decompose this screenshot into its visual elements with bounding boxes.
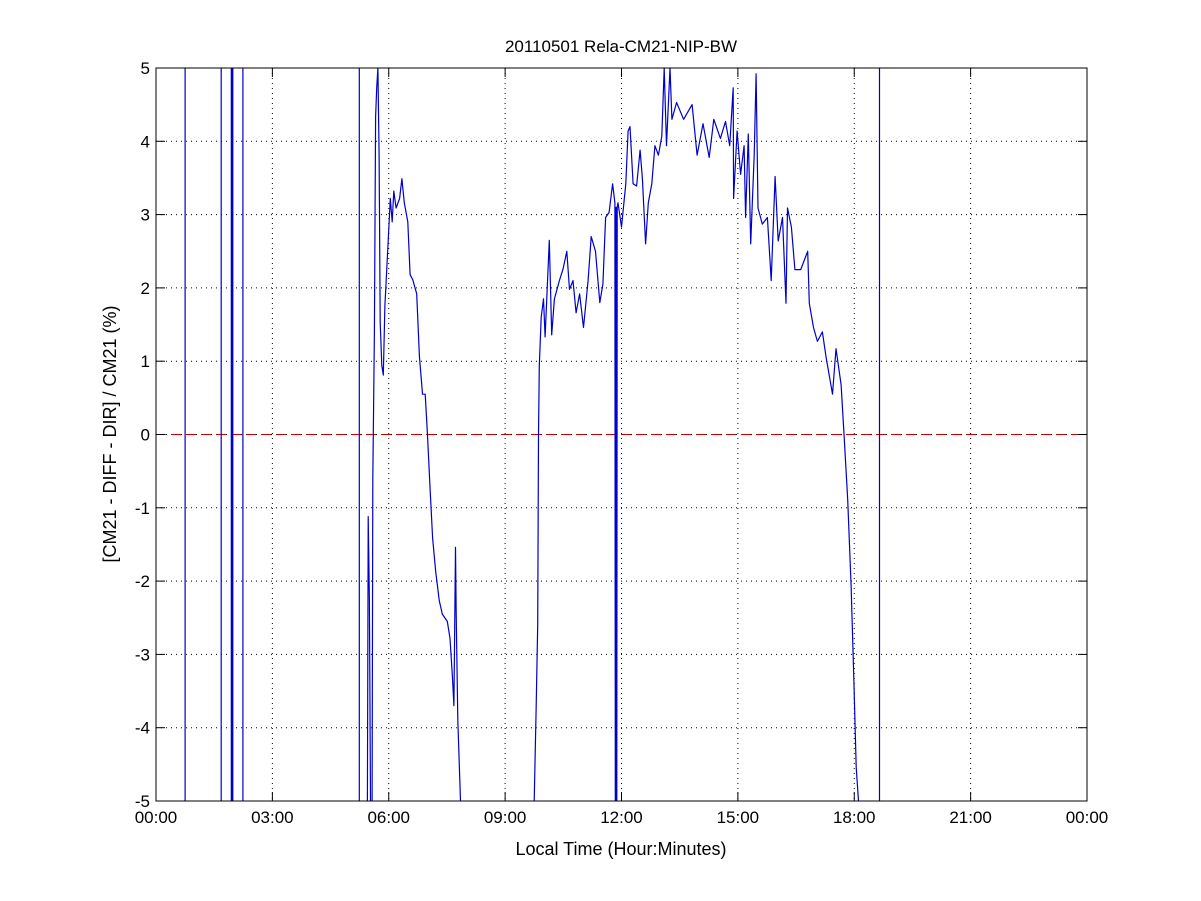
y-tick-label: -3: [135, 645, 150, 664]
y-tick-label: -2: [135, 572, 150, 591]
y-tick-label: 5: [141, 59, 150, 78]
y-tick-label: -4: [135, 719, 150, 738]
y-tick-label: 2: [141, 279, 150, 298]
y-tick-label: 4: [141, 132, 150, 151]
y-tick-label: 3: [141, 206, 150, 225]
y-tick-label: -1: [135, 499, 150, 518]
chart-title: 20110501 Rela-CM21-NIP-BW: [505, 37, 737, 56]
series: [184, 68, 881, 801]
y-tick-label: -5: [135, 792, 150, 811]
x-tick-label: 00:00: [135, 808, 178, 827]
x-tick-label: 15:00: [717, 808, 760, 827]
x-axis-label: Local Time (Hour:Minutes): [515, 839, 726, 859]
x-tick-labels: 00:00 03:00 06:00 09:00 12:00 15:00 18:00 21:00…: [135, 808, 1109, 827]
x-tick-label: 06:00: [367, 808, 410, 827]
x-tick-label: 09:00: [484, 808, 527, 827]
series-line-segment: [533, 68, 860, 801]
series-line-segment: [366, 515, 372, 801]
x-tick-label: 18:00: [833, 808, 876, 827]
series-line-segment: [371, 68, 462, 801]
y-tick-label: 1: [141, 352, 150, 371]
x-tick-label: 12:00: [600, 808, 643, 827]
x-tick-label: 03:00: [251, 808, 294, 827]
x-tick-label: 21:00: [949, 808, 992, 827]
ticks: [155, 67, 1088, 802]
x-tick-label: 00:00: [1066, 808, 1109, 827]
y-tick-label: 0: [141, 426, 150, 445]
y-axis-label: [CM21 - DIFF - DIR] / CM21 (%): [100, 305, 120, 562]
series-line-segment: [230, 68, 234, 801]
y-tick-labels: -5 -4 -3 -2 -1 0 1 2 3 4 5: [135, 59, 150, 811]
